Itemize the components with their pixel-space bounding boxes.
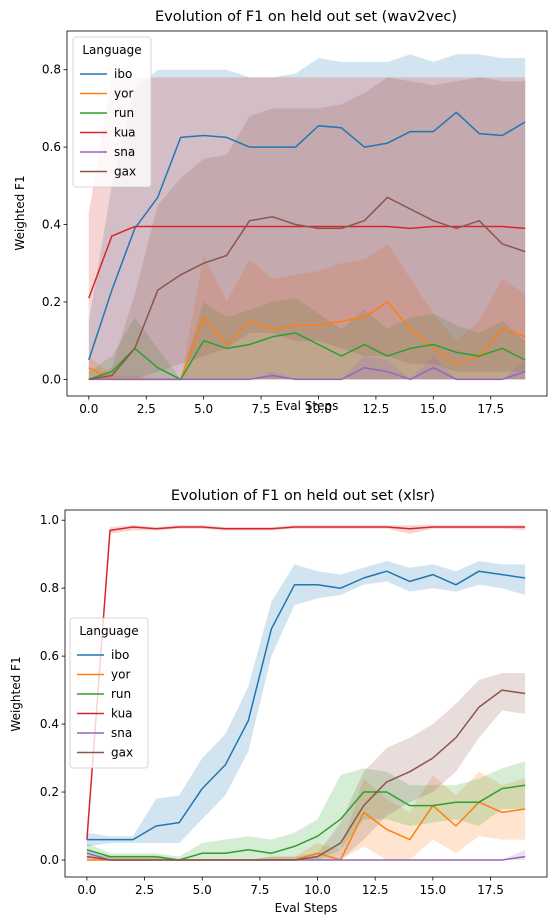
y-tick-label: 0.0 — [40, 853, 59, 867]
y-tick-label: 0.2 — [42, 295, 61, 309]
chart-title: Evolution of F1 on held out set (xlsr) — [171, 488, 435, 504]
y-tick-label: 0.6 — [40, 649, 59, 663]
plot-frame — [66, 30, 548, 397]
y-tick-label: 0.8 — [40, 581, 59, 595]
legend-title: Language — [79, 624, 138, 638]
legend-label-kua: kua — [114, 126, 136, 140]
y-tick-label: 0.6 — [42, 140, 61, 154]
y-tick-label: 0.2 — [40, 785, 59, 799]
plot-frame — [64, 509, 548, 878]
y-tick-label: 0.8 — [42, 63, 61, 77]
legend-label-sna: sna — [114, 145, 135, 159]
x-tick-label: 5.0 — [194, 402, 213, 416]
legend-label-ibo: ibo — [111, 648, 129, 662]
y-axis-ticks: 0.0 0.2 0.4 0.6 0.8 1.0 — [40, 513, 65, 867]
band-sna — [88, 356, 526, 380]
legend-box — [69, 617, 149, 769]
x-tick-label: 2.5 — [137, 402, 156, 416]
band-yor — [88, 243, 526, 380]
x-tick-label: 0.0 — [77, 883, 96, 897]
y-tick-label: 1.0 — [40, 513, 59, 527]
confidence-bands — [86, 525, 526, 860]
x-tick-label: 12.5 — [363, 402, 390, 416]
legend-label-kua: kua — [111, 707, 133, 721]
band-ibo — [86, 561, 526, 847]
legend-label-run: run — [114, 106, 134, 120]
y-tick-label: 0.0 — [42, 372, 61, 386]
x-tick-label: 17.5 — [477, 883, 504, 897]
legend-label-gax: gax — [114, 165, 136, 179]
legend-label-yor: yor — [111, 668, 130, 682]
legend-title: Language — [82, 43, 141, 57]
x-tick-label: 2.5 — [135, 883, 154, 897]
y-axis-ticks: 0.0 0.2 0.4 0.6 0.8 — [42, 63, 67, 386]
band-yor — [86, 771, 526, 860]
band-kua — [88, 77, 526, 380]
series-lines — [88, 111, 526, 381]
x-tick-label: 7.5 — [252, 402, 271, 416]
series-line-kua — [86, 526, 526, 840]
legend-label-sna: sna — [111, 726, 132, 740]
series-line-ibo — [88, 111, 526, 361]
series-line-gax — [88, 196, 526, 381]
series-lines — [86, 526, 526, 861]
series-line-gax — [86, 689, 526, 861]
series-line-sna — [88, 366, 526, 381]
x-tick-label: 12.5 — [362, 883, 389, 897]
x-tick-label: 5.0 — [193, 883, 212, 897]
x-tick-label: 0.0 — [79, 402, 98, 416]
x-axis-label: Eval Steps — [276, 399, 339, 413]
chart-wav2vec: Evolution of F1 on held out set (wav2vec… — [13, 9, 548, 416]
series-line-run — [88, 332, 526, 381]
y-axis-label: Weighted F1 — [13, 175, 27, 250]
x-tick-label: 17.5 — [477, 402, 504, 416]
x-tick-label: 10.0 — [304, 883, 331, 897]
chart-title: Evolution of F1 on held out set (wav2vec… — [155, 9, 457, 25]
y-tick-label: 0.4 — [40, 717, 59, 731]
legend-box — [72, 36, 152, 188]
band-gax — [86, 673, 526, 860]
x-axis-ticks: 0.0 2.5 5.0 7.5 10.0 12.5 15.0 17.5 — [77, 877, 504, 897]
series-line-ibo — [86, 570, 526, 841]
y-axis-label: Weighted F1 — [9, 656, 23, 731]
confidence-bands — [88, 54, 526, 380]
chart-xlsr: Evolution of F1 on held out set (xlsr) 0… — [9, 488, 548, 915]
legend: Language ibo yor run kua sna gax — [72, 36, 152, 188]
x-tick-label: 7.5 — [250, 883, 269, 897]
series-line-run — [86, 784, 526, 861]
y-tick-label: 0.4 — [42, 218, 61, 232]
x-tick-label: 15.0 — [420, 402, 447, 416]
legend-label-gax: gax — [111, 746, 133, 760]
band-run — [86, 761, 526, 860]
legend-label-yor: yor — [114, 87, 133, 101]
legend-label-ibo: ibo — [114, 67, 132, 81]
x-axis-ticks: 0.0 2.5 5.0 7.5 10.0 12.5 15.0 17.5 — [79, 396, 504, 416]
legend-label-run: run — [111, 687, 131, 701]
band-gax — [88, 77, 526, 380]
x-tick-label: 15.0 — [419, 883, 446, 897]
x-axis-label: Eval Steps — [275, 901, 338, 915]
x-tick-label: 10.0 — [305, 402, 332, 416]
legend: Language ibo yor run kua sna gax — [69, 617, 149, 769]
